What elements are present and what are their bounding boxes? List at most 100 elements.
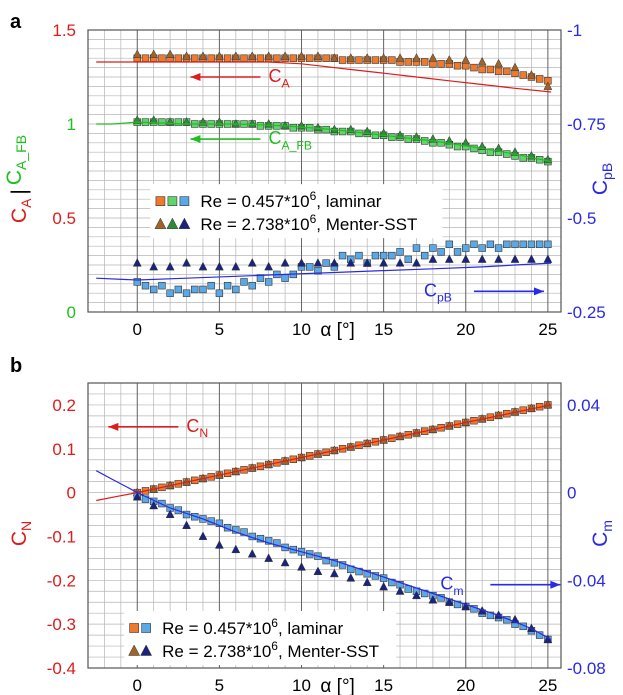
triangle-marker (428, 254, 438, 263)
plot-frame (87, 382, 562, 669)
square-marker (207, 54, 215, 62)
y-right-tick-label: -1 (567, 21, 582, 40)
x-tick-label: 20 (456, 676, 475, 695)
square-marker (388, 56, 396, 64)
square-marker (535, 75, 544, 83)
legend-box (124, 611, 397, 665)
x-tick-label: 10 (292, 676, 311, 695)
panel-letter: a (10, 11, 22, 33)
panel-b: b 0 5 10 15 20 25 α [°] -0.4 -0.3 -0.2 -0.1 0 0.1 0.2 -… (8, 355, 615, 695)
annotation-label: CN (186, 416, 208, 440)
square-marker (166, 289, 174, 297)
square-marker (412, 244, 421, 252)
square-marker (544, 240, 552, 249)
triangle-marker (412, 590, 421, 600)
square-marker (486, 611, 495, 620)
legend-square (167, 196, 178, 206)
triangle-marker (182, 520, 191, 529)
triangle-marker (395, 258, 405, 267)
triangle-marker (313, 566, 323, 575)
x-tick-label: 25 (538, 676, 557, 695)
square-marker (248, 281, 256, 290)
square-marker (420, 251, 429, 260)
triangle-marker (494, 58, 504, 68)
square-marker (256, 54, 265, 62)
triangle-marker (297, 562, 306, 571)
square-marker (453, 600, 462, 609)
square-marker (289, 54, 297, 62)
triangle-marker (149, 49, 159, 58)
series-layer (96, 49, 553, 297)
square-marker (503, 150, 511, 158)
plot-frame (87, 29, 562, 313)
square-marker (240, 278, 248, 286)
square-marker (158, 54, 166, 62)
square-marker (404, 135, 412, 143)
square-marker (535, 240, 544, 249)
triangle-marker (132, 491, 142, 501)
square-marker (519, 240, 527, 249)
annotation-label: CpB (424, 280, 452, 304)
annotation-label: CA_FB (268, 128, 312, 152)
triangle-marker (395, 586, 405, 595)
square-marker (486, 65, 495, 74)
square-marker (281, 274, 289, 282)
legend-text: Re = 2.738*106, Menter-SST (162, 639, 379, 661)
triangle-marker (379, 258, 389, 267)
triangle-marker (214, 540, 224, 549)
square-marker (174, 118, 183, 126)
series-line (96, 121, 552, 163)
legend-triangle (154, 217, 167, 229)
y-left-tick-label: 0.1 (52, 440, 76, 459)
square-marker (396, 248, 404, 256)
square-marker (223, 281, 232, 290)
triangle-marker (214, 261, 224, 271)
annotation-label: Cm (440, 574, 463, 598)
legend-square (141, 623, 151, 633)
square-marker (494, 244, 503, 252)
square-marker (404, 585, 412, 593)
square-marker (264, 278, 273, 286)
triangle-marker (165, 261, 175, 271)
triangle-marker (444, 254, 454, 263)
triangle-marker (346, 258, 356, 267)
y-left-tick-label: 1.5 (52, 21, 76, 40)
square-marker (141, 54, 150, 62)
series-line (96, 61, 552, 93)
triangle-marker (412, 258, 421, 267)
triangle-marker (198, 51, 208, 60)
triangle-marker (182, 51, 191, 60)
annotation-arrow-head (190, 135, 201, 144)
square-marker (182, 289, 191, 297)
annotation-label: CA (268, 66, 290, 90)
y-left-tick-label: -0.3 (47, 615, 76, 634)
triangle-marker (362, 577, 372, 586)
triangle-marker (362, 53, 372, 62)
triangle-marker (313, 51, 323, 60)
square-marker (462, 244, 470, 252)
triangle-marker (165, 49, 175, 58)
square-marker (240, 528, 248, 536)
square-marker (511, 240, 519, 249)
square-marker (191, 54, 199, 62)
square-marker (174, 54, 183, 62)
square-marker (355, 251, 363, 260)
square-marker (232, 285, 240, 294)
triangle-marker (477, 56, 487, 66)
square-marker (355, 56, 363, 64)
triangle-marker (329, 568, 339, 578)
y-left-tick-label: 0.5 (52, 209, 76, 228)
triangle-marker (428, 53, 438, 62)
square-marker (404, 58, 412, 66)
square-marker (371, 56, 380, 64)
triangle-marker (477, 254, 487, 263)
x-tick-label: 25 (538, 320, 557, 339)
y-right-tick-label: -0.04 (567, 571, 606, 590)
square-marker (503, 67, 511, 76)
x-tick-label: 5 (215, 320, 224, 339)
y-right-axis-label: CpB (589, 163, 615, 195)
square-marker (199, 285, 207, 294)
square-marker (388, 578, 396, 587)
series-line (96, 404, 552, 502)
